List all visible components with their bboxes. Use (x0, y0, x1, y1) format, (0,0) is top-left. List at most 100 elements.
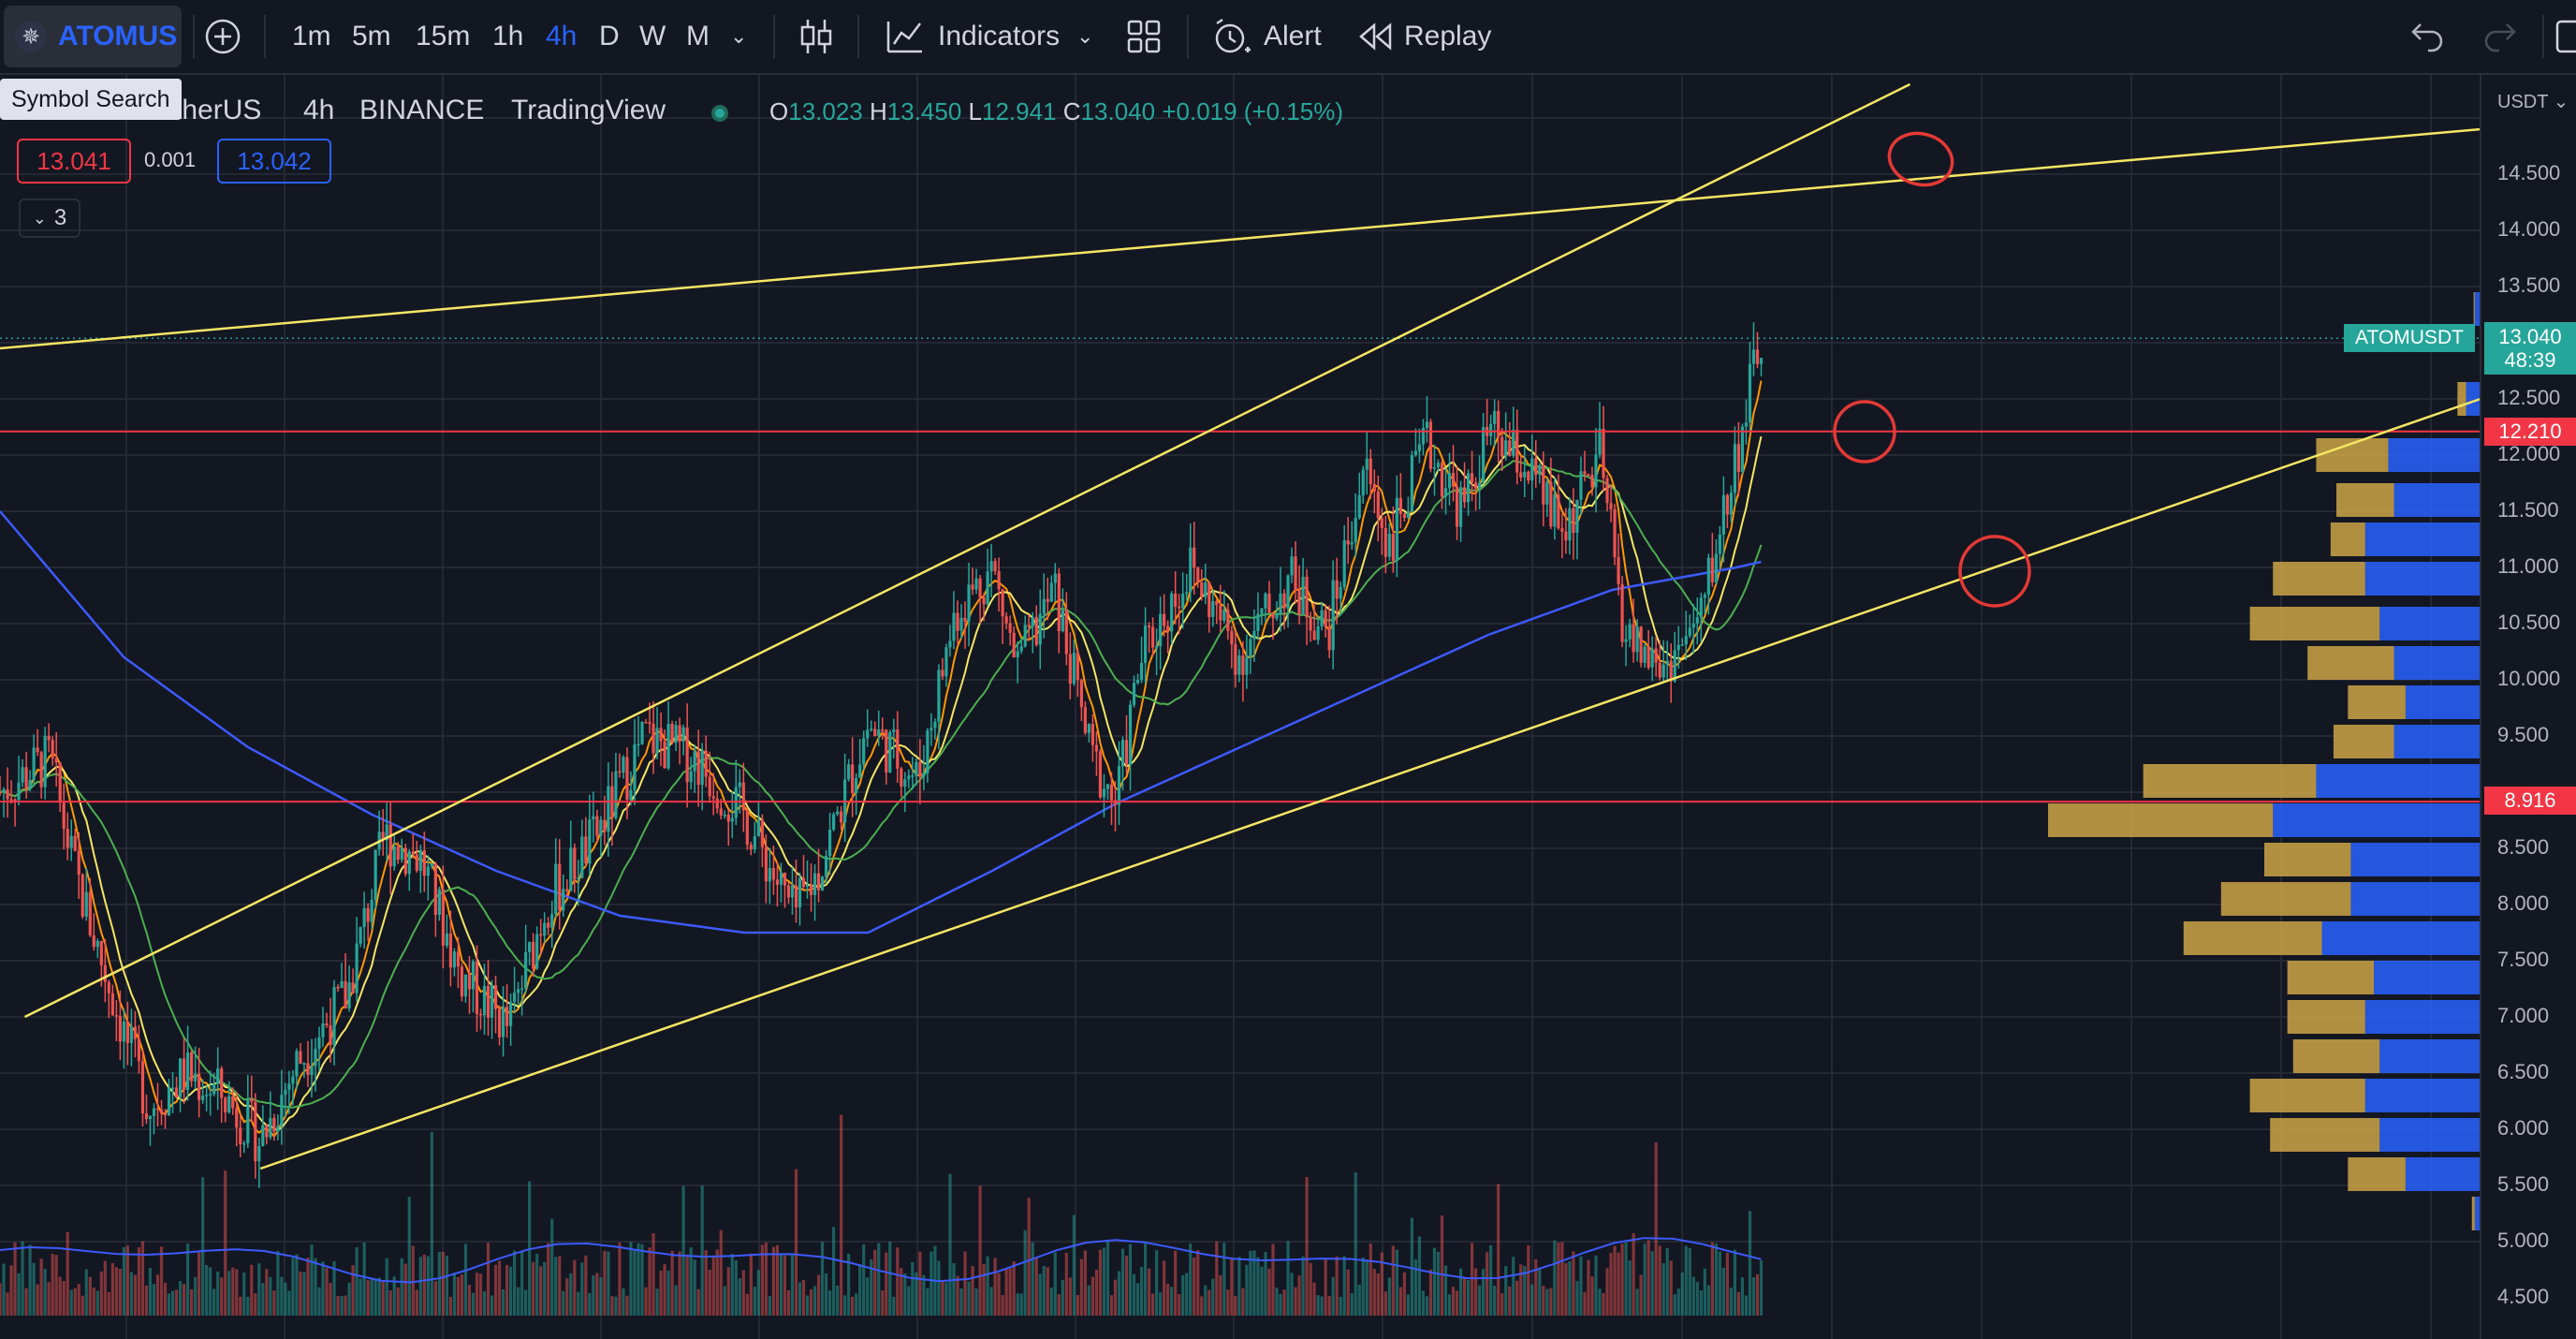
volume-bar (1042, 1266, 1046, 1316)
volume-bar (47, 1282, 51, 1316)
candle-body (1440, 463, 1444, 497)
interval-w[interactable]: W (639, 21, 666, 52)
candle-body (212, 1083, 216, 1095)
circle-annotation[interactable] (1833, 400, 1896, 464)
volume-bar (403, 1263, 407, 1316)
tick-label: 11.000 (2497, 554, 2559, 578)
buy-price-button[interactable]: 13.042 (217, 139, 331, 184)
candle-body (959, 617, 963, 631)
currency-label[interactable]: USDT ⌄ (2497, 92, 2569, 112)
volume-bar (231, 1267, 235, 1316)
indicators-dropdown-chevron-icon[interactable]: ⌄ (1076, 24, 1094, 48)
volume-bar (547, 1243, 550, 1316)
volume-bar (388, 1290, 392, 1316)
volume-bar (1553, 1240, 1557, 1316)
candle-body (971, 584, 974, 590)
symbol-search-button[interactable]: ✵ ATOMUS (4, 6, 182, 67)
chart-type-button[interactable] (798, 0, 835, 73)
alert-button[interactable]: Alert (1211, 0, 1322, 73)
profile-bar-down (2364, 562, 2481, 596)
candle-body (790, 885, 795, 898)
volume-bar (1327, 1295, 1331, 1316)
candle-body (798, 877, 802, 908)
candle-body (1219, 605, 1222, 621)
interval-m[interactable]: M (686, 21, 710, 52)
candle-body (832, 814, 836, 831)
candle-body (482, 986, 487, 1016)
volume-bar (655, 1288, 659, 1316)
layout-menu-button[interactable] (2555, 0, 2576, 73)
volume-bar (543, 1261, 547, 1316)
volume-bar (618, 1243, 622, 1316)
candle-body (1196, 567, 1200, 583)
candle-body (467, 974, 472, 990)
candle-body (13, 799, 17, 802)
volume-bar (517, 1287, 520, 1316)
ohlc-values: O13.023 H13.450 L12.941 C13.040 +0.019 (… (769, 97, 1343, 126)
candle-body (580, 836, 584, 878)
interval-1m[interactable]: 1m (292, 21, 331, 52)
interval-5m[interactable]: 5m (352, 21, 391, 52)
replay-button[interactable]: Replay (1359, 0, 1491, 73)
price-chart[interactable] (0, 75, 2576, 1339)
candle-body (129, 1026, 134, 1043)
candle-body (1046, 598, 1049, 602)
candle-body (295, 1051, 299, 1077)
candle-body (1215, 600, 1219, 606)
candle-body (497, 1008, 502, 1037)
candle-body (1267, 593, 1271, 613)
open-label: O (769, 97, 789, 125)
volume-bar (734, 1260, 738, 1316)
interval-1h[interactable]: 1h (492, 21, 524, 52)
compare-add-button[interactable] (202, 0, 243, 73)
candle-body (1568, 508, 1572, 541)
volume-bar (1012, 1261, 1016, 1316)
candle-body (370, 899, 373, 922)
volume-bar (1046, 1267, 1049, 1316)
interval-4h[interactable]: 4h (546, 21, 578, 52)
volume-bar (1380, 1252, 1383, 1316)
indicators-collapse-toggle[interactable]: ⌄ 3 (19, 199, 80, 238)
candle-body (1208, 581, 1211, 617)
indicators-button[interactable]: Indicators (886, 0, 1060, 73)
volume-bar (715, 1249, 719, 1316)
circle-annotation[interactable] (1958, 535, 2031, 608)
profile-bar-up (2264, 843, 2351, 876)
volume-bar (1324, 1258, 1327, 1316)
volume-bar (1628, 1260, 1632, 1316)
current-price: 13.040 (2498, 325, 2562, 348)
candle-body (685, 727, 689, 783)
volume-bar (1185, 1273, 1189, 1316)
candle-body (948, 640, 952, 648)
candle-body (696, 751, 700, 786)
volume-bar (1267, 1268, 1271, 1316)
cosmos-logo-icon: ✵ (15, 21, 47, 52)
volume-bar (88, 1276, 92, 1316)
interval-dropdown-chevron-icon[interactable]: ⌄ (730, 24, 748, 48)
interval-15m[interactable]: 15m (416, 21, 471, 52)
volume-bar (137, 1247, 141, 1316)
market-status-icon[interactable] (711, 105, 728, 122)
volume-bar (430, 1132, 433, 1316)
volume-bar (1226, 1289, 1230, 1316)
candle-body (584, 836, 588, 864)
volume-bar (625, 1295, 629, 1316)
volume-bar (1237, 1257, 1241, 1316)
candle-body (1309, 617, 1312, 631)
candle-body (847, 764, 851, 780)
redo-button[interactable] (2481, 0, 2518, 73)
volume-bar (648, 1247, 651, 1316)
candle-body (137, 1038, 141, 1062)
candle-body (1493, 410, 1497, 424)
sell-price-button[interactable]: 13.041 (17, 139, 131, 184)
volume-bar (148, 1268, 153, 1316)
volume-bar (272, 1290, 276, 1316)
layouts-button[interactable] (1125, 0, 1163, 73)
undo-button[interactable] (2409, 0, 2447, 73)
legend-symbol-title[interactable]: therUS (174, 95, 262, 125)
candle-body (745, 810, 749, 846)
candle-body (689, 771, 693, 783)
volume-bar (1395, 1249, 1398, 1316)
interval-d[interactable]: D (599, 21, 620, 52)
circle-annotation[interactable] (1883, 126, 1958, 192)
